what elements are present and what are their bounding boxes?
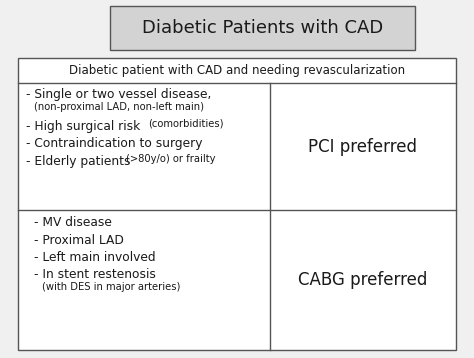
Text: Diabetic Patients with CAD: Diabetic Patients with CAD [142, 19, 383, 37]
Text: - High surgical risk: - High surgical risk [26, 120, 144, 133]
Text: - Single or two vessel disease,: - Single or two vessel disease, [26, 88, 211, 101]
Bar [18, 58, 456, 350]
Bar [110, 6, 415, 50]
Text: CABG preferred: CABG preferred [298, 271, 428, 289]
Text: - Elderly patients: - Elderly patients [26, 155, 134, 168]
Text: - Left main involved: - Left main involved [34, 251, 155, 264]
Text: (with DES in major arteries): (with DES in major arteries) [42, 282, 181, 292]
Text: - Contraindication to surgery: - Contraindication to surgery [26, 137, 202, 150]
Text: PCI preferred: PCI preferred [309, 137, 418, 155]
Text: (comorbidities): (comorbidities) [148, 119, 224, 129]
Text: (non-proximal LAD, non-left main): (non-proximal LAD, non-left main) [34, 102, 204, 112]
Text: - In stent restenosis: - In stent restenosis [34, 268, 156, 281]
Text: - Proximal LAD: - Proximal LAD [34, 233, 124, 247]
Text: Diabetic patient with CAD and needing revascularization: Diabetic patient with CAD and needing re… [69, 64, 405, 77]
Text: (>80y/o) or frailty: (>80y/o) or frailty [126, 154, 216, 164]
Text: - MV disease: - MV disease [34, 216, 112, 229]
